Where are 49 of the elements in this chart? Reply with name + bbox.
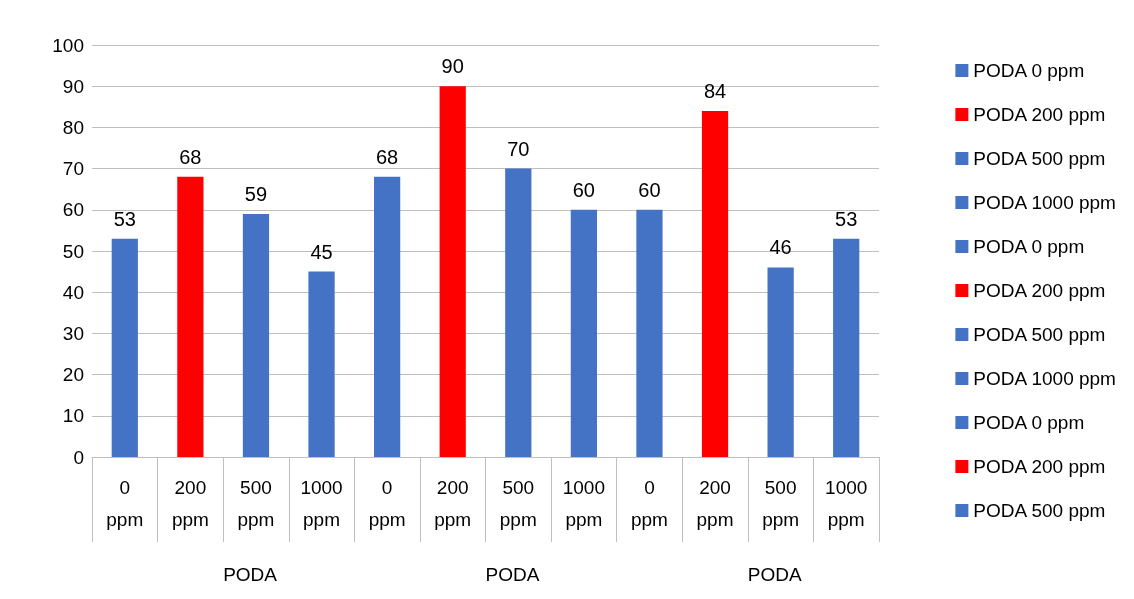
data-label: 84 xyxy=(703,79,727,102)
x-tick-label: 1000 ppm xyxy=(825,476,868,530)
x-tick-label: 0 ppm xyxy=(368,476,406,530)
legend-label: PODA 1000 ppm xyxy=(973,368,1116,389)
legend-label: PODA 0 ppm xyxy=(973,412,1085,433)
legend-label: PODA 500 ppm xyxy=(973,324,1106,345)
data-label: 60 xyxy=(572,178,595,201)
legend-label: PODA 500 ppm xyxy=(973,148,1106,169)
data-label: 59 xyxy=(244,182,268,205)
y-tick-label: 50 xyxy=(62,240,84,262)
y-tick-label: 60 xyxy=(62,199,84,221)
y-tick-label: 40 xyxy=(62,281,84,303)
y-tick-label: 0 xyxy=(73,446,84,468)
legend-label: PODA 1000 ppm xyxy=(973,192,1116,213)
y-tick-label: 10 xyxy=(62,405,84,427)
data-label: 45 xyxy=(310,240,333,263)
x-tick-label: 500 ppm xyxy=(237,476,275,530)
text: PODA xyxy=(747,564,802,585)
y-tick-label: 20 xyxy=(62,364,84,386)
x-tick-label: 200 ppm xyxy=(434,476,472,530)
legend-label: PODA 500 ppm xyxy=(973,500,1106,521)
data-label: 70 xyxy=(507,137,530,160)
y-tick-label: 90 xyxy=(62,75,84,97)
y-tick-label: 30 xyxy=(62,322,84,344)
x-tick-label: 500 ppm xyxy=(499,476,537,530)
legend-label: PODA 0 ppm xyxy=(973,60,1085,81)
text: PODA xyxy=(485,564,540,585)
x-tick-label: 1000 ppm xyxy=(300,476,343,530)
data-label: 53 xyxy=(113,207,136,230)
x-tick-label: 200 ppm xyxy=(696,476,734,530)
x-tick-label: 200 ppm xyxy=(171,476,209,530)
data-label: 60 xyxy=(638,178,661,201)
legend-label: PODA 200 ppm xyxy=(973,104,1106,125)
x-tick-label: 1000 ppm xyxy=(562,476,606,530)
x-tick-label: 500 ppm xyxy=(762,476,800,530)
text: PODA xyxy=(223,564,278,585)
y-tick-label: 100 xyxy=(52,34,84,56)
legend-label: PODA 0 ppm xyxy=(973,236,1085,257)
y-tick-label: 70 xyxy=(62,158,84,180)
data-label: 46 xyxy=(769,236,792,259)
data-label: 90 xyxy=(441,55,464,78)
x-tick-label: 0 ppm xyxy=(106,476,144,530)
data-label: 53 xyxy=(835,207,858,230)
data-label: 68 xyxy=(376,145,399,168)
x-tick-label: 0 ppm xyxy=(630,476,668,530)
y-tick-label: 80 xyxy=(62,116,84,138)
legend-label: PODA 200 ppm xyxy=(973,456,1106,477)
legend-label: PODA 200 ppm xyxy=(973,280,1106,301)
data-label: 68 xyxy=(179,145,202,168)
